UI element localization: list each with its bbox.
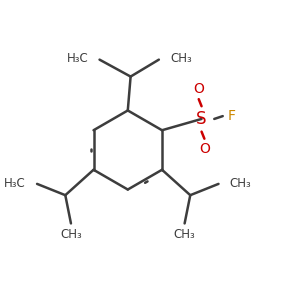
Text: CH₃: CH₃: [230, 177, 251, 190]
Text: CH₃: CH₃: [174, 228, 196, 241]
Text: CH₃: CH₃: [60, 228, 82, 241]
Text: CH₃: CH₃: [170, 52, 192, 65]
Text: O: O: [193, 82, 204, 96]
Text: H₃C: H₃C: [67, 52, 88, 65]
Text: O: O: [199, 142, 210, 156]
Text: S: S: [196, 110, 207, 128]
Text: F: F: [227, 109, 235, 123]
Text: H₃C: H₃C: [4, 177, 26, 190]
